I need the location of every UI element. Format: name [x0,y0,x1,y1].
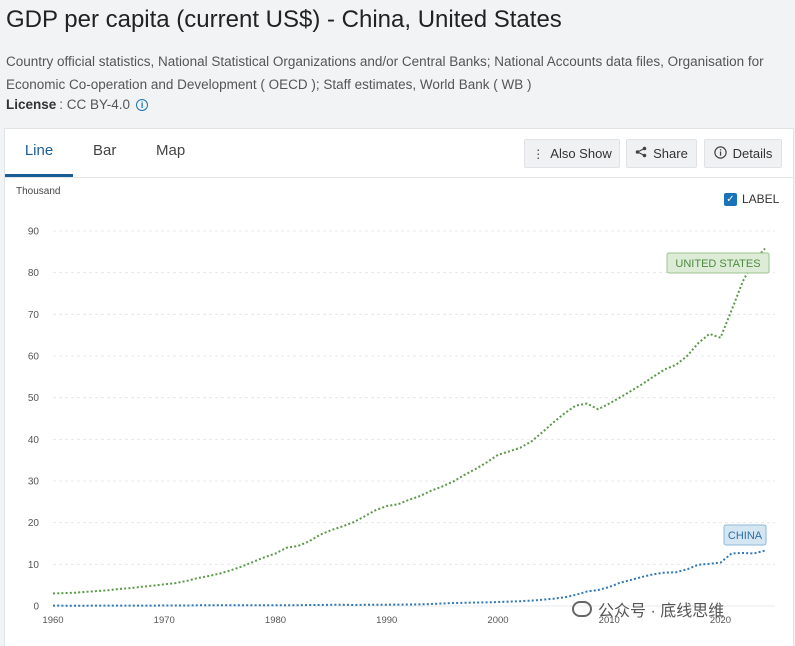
y-tick-label-60: 60 [28,352,40,363]
wechat-icon [572,601,592,617]
page-title: GDP per capita (current US$) - China, Un… [6,6,562,33]
y-tick-label-10: 10 [28,560,40,571]
series-line-china [52,549,766,607]
details-button[interactable]: Details [704,139,782,168]
series-line-united-states [52,247,766,595]
info-icon[interactable]: i [136,98,149,111]
x-tick-label-1990: 1990 [376,615,397,626]
share-icon [635,146,647,161]
share-label: Share [653,146,688,161]
label-checkbox[interactable]: ✓ [724,192,737,206]
y-tick-label-20: 20 [28,518,40,529]
x-tick-label-2010: 2010 [599,615,620,626]
share-button[interactable]: Share [626,139,697,168]
y-tick-label-90: 90 [28,227,40,238]
y-tick-label-40: 40 [28,435,40,446]
y-axis-unit-label: Thousand [16,186,60,197]
x-tick-label-1970: 1970 [154,615,175,626]
y-tick-label-80: 80 [28,268,40,279]
label-toggle[interactable]: ✓ LABEL [724,192,779,206]
label-toggle-text: LABEL [742,192,780,206]
y-tick-label-50: 50 [28,393,40,404]
y-tick-label-70: 70 [28,310,40,321]
view-tabs: Line Bar Map ⋮ Also Show Share Details [5,129,793,178]
tab-map[interactable]: Map [156,142,186,159]
tab-line[interactable]: Line [5,129,73,177]
series-label-box-united-states [666,252,770,274]
series-label-box-china [723,524,767,546]
y-tick-label-0: 0 [33,602,39,613]
x-tick-label-2000: 2000 [487,615,508,626]
watermark-text: 公众号 · 底线思维 [598,603,725,620]
source-citation: Country official statistics, National St… [6,54,764,92]
line-chart: Thousand 0 10 20 30 40 50 60 70 80 90 1960 1970 1980 1… [16,186,775,626]
more-vertical-icon: ⋮ [532,146,545,161]
series-label-china: CHINA [728,530,763,542]
x-tick-label-1980: 1980 [265,615,286,626]
license-row: License : CC BY-4.0 i [6,97,149,112]
series-label-united-states: UNITED STATES [675,258,760,270]
x-tick-label-1960: 1960 [42,615,63,626]
watermark: 公众号 · 底线思维 [572,597,724,621]
chart-panel: Line Bar Map ⋮ Also Show Share Details T… [4,128,794,646]
tab-bar[interactable]: Bar [93,142,117,159]
license-label: License [6,97,57,112]
license-value: : CC BY-4.0 [59,97,131,112]
also-show-button[interactable]: ⋮ Also Show [524,139,620,168]
x-tick-label-2020: 2020 [710,615,731,626]
y-tick-label-30: 30 [28,477,40,488]
details-label: Details [732,146,773,161]
also-show-label: Also Show [550,146,612,161]
info-circle-icon [713,145,727,162]
